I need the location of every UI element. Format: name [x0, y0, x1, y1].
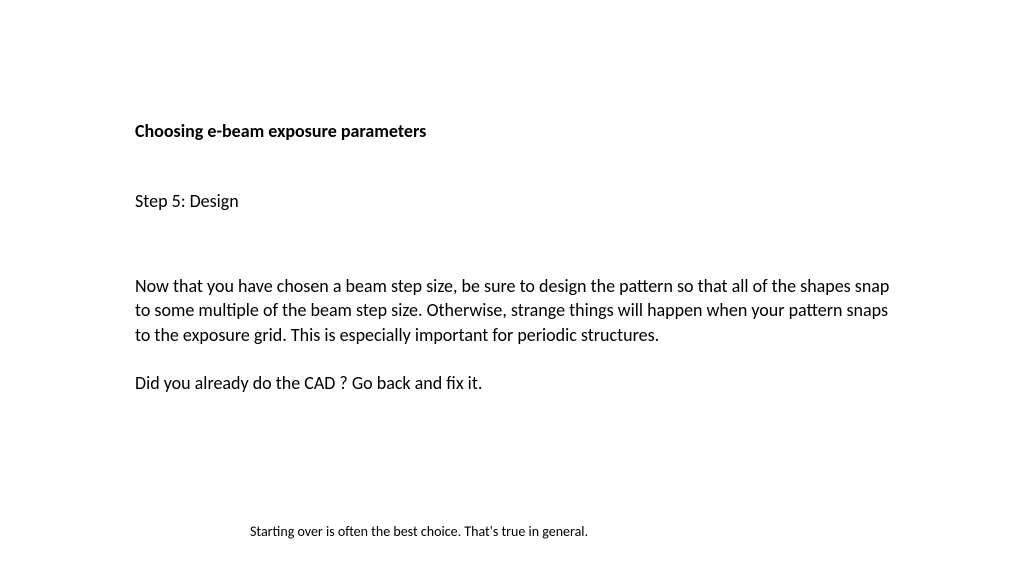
body-paragraph-2: Did you already do the CAD ? Go back and…	[135, 371, 895, 395]
step-heading: Step 5: Design	[135, 190, 895, 212]
slide-title: Choosing e-beam exposure parameters	[135, 120, 895, 142]
footer-note: Starting over is often the best choice. …	[250, 523, 588, 540]
slide-content: Choosing e-beam exposure parameters Step…	[135, 120, 895, 419]
body-paragraph-1: Now that you have chosen a beam step siz…	[135, 274, 895, 347]
